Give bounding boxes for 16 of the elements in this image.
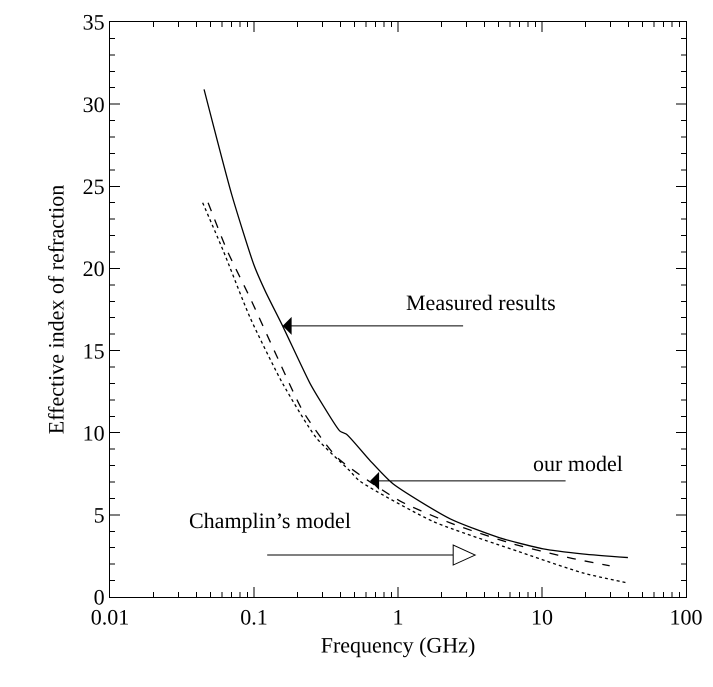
x-tick-label: 100: [670, 604, 702, 630]
annotation: Champlin’s model: [189, 508, 351, 533]
y-axis-title: Effective index of refraction: [43, 184, 68, 434]
x-tick-label: 0.1: [240, 604, 268, 630]
y-tick-label: 5: [94, 502, 105, 528]
x-tick-label: 1: [392, 604, 404, 630]
y-tick-label: 35: [82, 10, 105, 35]
y-tick-label: 30: [82, 92, 105, 117]
x-axis-title: Frequency (GHz): [320, 632, 476, 658]
x-tick-label: 10: [531, 604, 553, 630]
y-tick-label: 15: [82, 338, 105, 364]
annotation: Measured results: [406, 290, 556, 315]
y-tick-label: 10: [82, 420, 105, 446]
annotation: our model: [533, 451, 623, 476]
y-tick-label: 20: [82, 256, 105, 282]
y-tick-label: 25: [82, 174, 105, 199]
